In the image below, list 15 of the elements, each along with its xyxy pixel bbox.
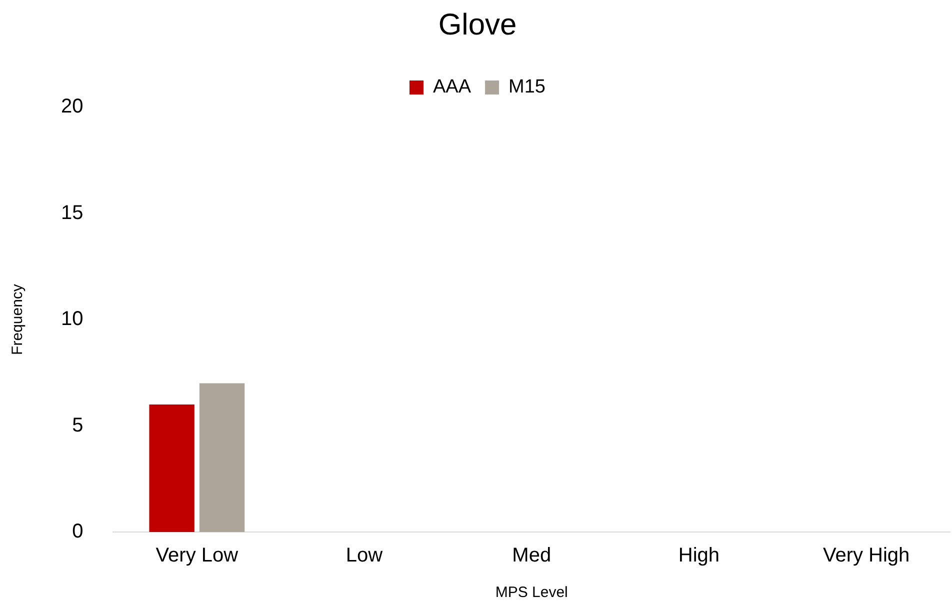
y-tick-label: 15 [60, 202, 84, 224]
x-tick-label: Very Low [156, 544, 239, 567]
legend-label: AAA [433, 76, 472, 98]
legend-label: M15 [508, 76, 546, 98]
y-tick-label: 5 [72, 414, 84, 436]
x-axis-title: MPS Level [495, 584, 568, 602]
x-tick-label: High [678, 544, 720, 567]
y-tick-label: 20 [60, 96, 84, 118]
y-tick-label: 0 [72, 520, 84, 543]
x-tick-label: Very High [822, 544, 910, 567]
chart-title: Glove [438, 8, 517, 42]
x-tick-label: Med [512, 544, 552, 567]
x-tick-label: Low [346, 544, 384, 567]
y-tick-label: 10 [60, 308, 84, 330]
y-axis-title: Frequency [9, 284, 26, 355]
